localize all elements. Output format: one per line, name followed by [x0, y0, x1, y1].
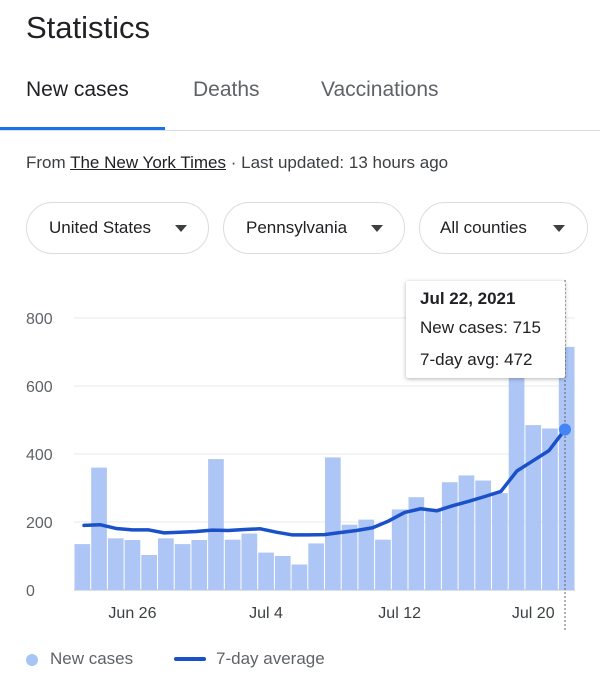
- country-filter-label: United States: [49, 218, 152, 237]
- y-tick-label: 800: [26, 311, 53, 328]
- y-tick-label: 600: [26, 379, 53, 396]
- bar: [542, 428, 558, 590]
- bar: [308, 543, 324, 590]
- active-tab-indicator: [0, 127, 165, 130]
- bar: [107, 538, 124, 590]
- tab-deaths[interactable]: Deaths: [193, 78, 260, 101]
- y-tick-label: 200: [26, 515, 53, 532]
- cases-chart[interactable]: 0 200 400 600 800 Jun 26 Jul 4 Jul 12 Jul 20: [0, 270, 600, 630]
- county-filter-label: All counties: [440, 218, 527, 237]
- county-filter[interactable]: All counties: [419, 202, 588, 254]
- chart-tooltip: Jul 22, 2021 New cases: 715 7-day avg: 4…: [406, 281, 565, 378]
- tooltip-average: 7-day avg: 472: [420, 350, 533, 369]
- bar: [408, 497, 425, 590]
- bar: [492, 493, 508, 590]
- x-tick-label: Jun 26: [108, 605, 156, 622]
- bar: [375, 539, 391, 590]
- bar: [124, 540, 141, 590]
- bar: [341, 524, 358, 590]
- bar: [258, 552, 274, 590]
- bar: [325, 457, 341, 590]
- bar: [158, 538, 174, 590]
- bar: [91, 467, 107, 590]
- state-filter[interactable]: Pennsylvania: [223, 202, 405, 254]
- y-tick-label: 400: [26, 447, 53, 464]
- bar: [274, 556, 291, 590]
- tab-vaccinations[interactable]: Vaccinations: [321, 78, 439, 101]
- chevron-down-icon: [553, 225, 565, 232]
- bar: [475, 480, 491, 590]
- bar: [358, 519, 375, 590]
- bar: [208, 459, 224, 590]
- tooltip-new-cases: New cases: 715: [420, 318, 541, 337]
- source-link[interactable]: The New York Times: [70, 153, 226, 172]
- country-filter[interactable]: United States: [26, 202, 209, 254]
- x-tick-label: Jul 12: [378, 605, 421, 622]
- average-legend-swatch: [174, 657, 206, 661]
- page-title: Statistics: [26, 10, 151, 45]
- bar: [441, 482, 458, 590]
- tab-bar: New cases Deaths Vaccinations: [0, 64, 600, 131]
- chevron-down-icon: [371, 225, 383, 232]
- legend-new-cases: New cases: [50, 649, 134, 668]
- bar: [558, 346, 575, 590]
- last-updated: · Last updated: 13 hours ago: [230, 153, 449, 172]
- bar: [425, 511, 441, 590]
- bar: [241, 533, 258, 590]
- state-filter-label: Pennsylvania: [246, 218, 348, 237]
- bar: [458, 475, 475, 590]
- legend-7-day-average: 7-day average: [216, 649, 325, 668]
- bar: [508, 372, 525, 590]
- bar: [191, 540, 208, 590]
- source-prefix: From: [26, 153, 66, 172]
- tab-new-cases[interactable]: New cases: [26, 78, 129, 101]
- source-line: From The New York Times · Last updated: …: [26, 153, 448, 173]
- tooltip-date: Jul 22, 2021: [420, 289, 516, 308]
- y-tick-label: 0: [26, 583, 35, 600]
- average-line: [82, 427, 567, 537]
- new-cases-legend-swatch: [26, 654, 38, 666]
- x-tick-label: Jul 20: [512, 605, 555, 622]
- hover-point: [559, 423, 571, 436]
- bar: [391, 509, 408, 590]
- x-tick-label: Jul 4: [249, 605, 283, 622]
- bar: [141, 554, 157, 590]
- bar: [174, 544, 191, 590]
- bar: [74, 544, 91, 590]
- chevron-down-icon: [175, 225, 187, 232]
- bar: [291, 564, 308, 590]
- bar: [525, 425, 542, 590]
- bar: [224, 539, 241, 590]
